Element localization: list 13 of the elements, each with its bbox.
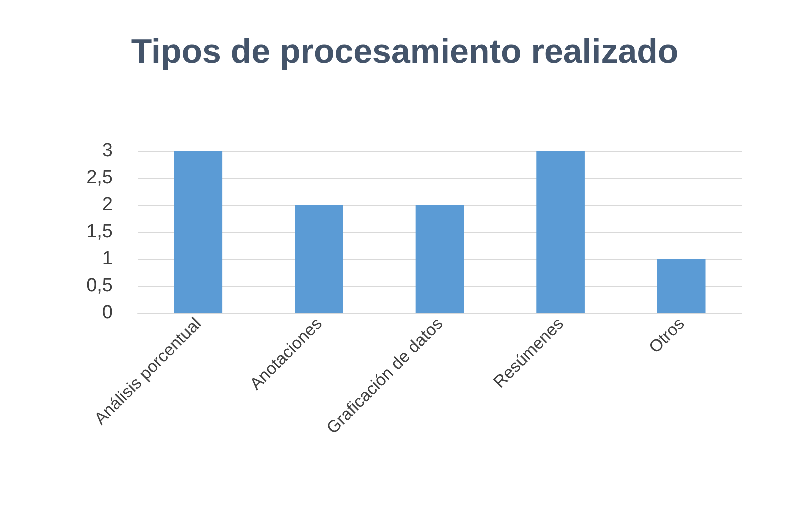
y-tick-label: 1,5 [86, 222, 113, 242]
bar [657, 259, 706, 313]
y-tick-label: 2 [102, 194, 113, 216]
bar [536, 151, 585, 313]
bar [174, 151, 223, 313]
y-tick-label: 2,5 [86, 168, 113, 188]
chart-title: Tipos de procesamiento realizado [131, 33, 679, 71]
y-tick-label: 0 [102, 302, 113, 324]
y-tick-label: 0,5 [86, 276, 113, 296]
y-tick-label: 1 [102, 248, 113, 270]
bar [295, 205, 344, 313]
bar [416, 205, 464, 313]
y-tick-label: 3 [102, 140, 113, 162]
